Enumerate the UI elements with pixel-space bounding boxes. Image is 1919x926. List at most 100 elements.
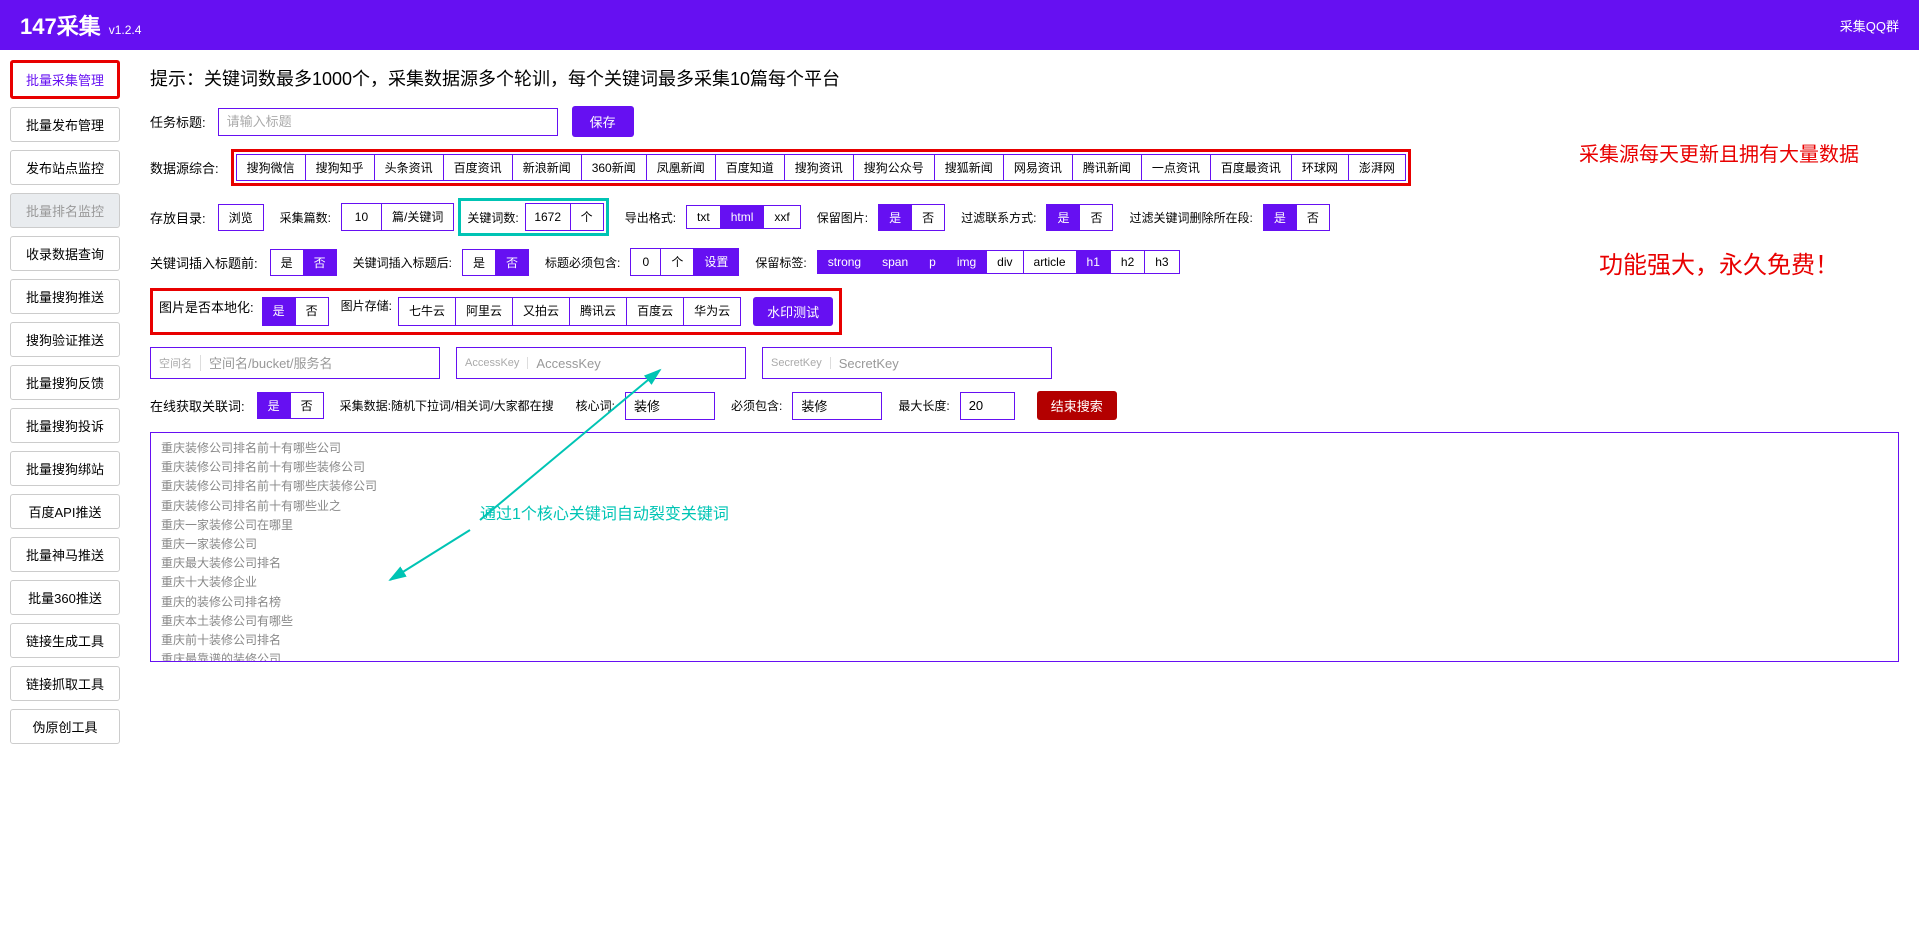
filtercontact-yes[interactable]: 是 xyxy=(1047,205,1080,230)
keepimg-label: 保留图片: xyxy=(817,209,868,226)
sources-item[interactable]: 一点资讯 xyxy=(1142,155,1211,180)
task-title-label: 任务标题: xyxy=(150,112,206,131)
sidebar-item[interactable]: 收录数据查询 xyxy=(10,236,120,271)
kwcount-label: 关键词数: xyxy=(467,209,518,226)
onlinekw-yes[interactable]: 是 xyxy=(258,393,291,418)
sidebar-item[interactable]: 搜狗验证推送 xyxy=(10,322,120,357)
onlinekw-no[interactable]: 否 xyxy=(291,393,323,418)
maxlen-label: 最大长度: xyxy=(898,397,949,414)
imgstore-label: 图片存储: xyxy=(341,297,392,326)
sidebar-item[interactable]: 批量发布管理 xyxy=(10,107,120,142)
filtercontact-no[interactable]: 否 xyxy=(1080,205,1112,230)
annotation-feature: 功能强大，永久免费！ xyxy=(1599,245,1839,280)
tags-item[interactable]: strong xyxy=(818,251,872,273)
sources-item[interactable]: 凤凰新闻 xyxy=(647,155,716,180)
browse-button[interactable]: 浏览 xyxy=(219,205,263,230)
sources-item[interactable]: 网易资讯 xyxy=(1004,155,1073,180)
stores-item[interactable]: 阿里云 xyxy=(456,298,513,325)
insertbefore-yes[interactable]: 是 xyxy=(271,250,304,275)
endsearch-button[interactable]: 结束搜索 xyxy=(1037,391,1117,420)
save-button[interactable]: 保存 xyxy=(572,106,634,137)
stores-item[interactable]: 又拍云 xyxy=(513,298,570,325)
space-prefix: 空间名 xyxy=(151,355,201,371)
fmts-item[interactable]: xxf xyxy=(764,206,799,228)
keywords-textarea[interactable] xyxy=(150,432,1899,662)
sidebar-item[interactable]: 批量采集管理 xyxy=(10,60,120,99)
stores-item[interactable]: 华为云 xyxy=(684,298,740,325)
format-group: txthtmlxxf xyxy=(686,205,801,229)
articles-input[interactable] xyxy=(342,204,382,230)
fmts-item[interactable]: txt xyxy=(687,206,721,228)
tags-item[interactable]: p xyxy=(919,251,947,273)
keepimg-yes[interactable]: 是 xyxy=(879,205,912,230)
sidebar-item[interactable]: 批量搜狗投诉 xyxy=(10,408,120,443)
fmts-item[interactable]: html xyxy=(721,206,765,228)
sources-group: 搜狗微信搜狗知乎头条资讯百度资讯新浪新闻360新闻凤凰新闻百度知道搜狗资讯搜狗公… xyxy=(236,154,1406,181)
corekw-label: 核心词: xyxy=(576,397,615,414)
tags-item[interactable]: h1 xyxy=(1077,251,1111,273)
sources-item[interactable]: 百度知道 xyxy=(716,155,785,180)
sources-item[interactable]: 搜狗资讯 xyxy=(785,155,854,180)
tags-item[interactable]: span xyxy=(872,251,919,273)
stores-group: 七牛云阿里云又拍云腾讯云百度云华为云 xyxy=(398,297,741,326)
mustinc-input[interactable] xyxy=(792,392,882,420)
tags-item[interactable]: h2 xyxy=(1111,251,1145,273)
stores-item[interactable]: 百度云 xyxy=(627,298,684,325)
keepimg-no[interactable]: 否 xyxy=(912,205,944,230)
sidebar-item[interactable]: 伪原创工具 xyxy=(10,709,120,744)
corekw-input[interactable] xyxy=(625,392,715,420)
space-input[interactable] xyxy=(201,348,439,378)
articles-unit: 篇/关键词 xyxy=(382,204,453,230)
sources-item[interactable]: 腾讯新闻 xyxy=(1073,155,1142,180)
sources-item[interactable]: 环球网 xyxy=(1292,155,1349,180)
watermark-button[interactable]: 水印测试 xyxy=(753,297,833,326)
sk-input[interactable] xyxy=(831,348,1051,378)
mustcontain-input[interactable] xyxy=(631,249,661,275)
sources-item[interactable]: 搜狗知乎 xyxy=(306,155,375,180)
task-title-input[interactable] xyxy=(218,108,558,136)
maxlen-input[interactable] xyxy=(960,392,1015,420)
sidebar-item[interactable]: 批量360推送 xyxy=(10,580,120,615)
filterkwdel-no[interactable]: 否 xyxy=(1297,205,1329,230)
sidebar-item[interactable]: 批量排名监控 xyxy=(10,193,120,228)
sidebar-item[interactable]: 链接抓取工具 xyxy=(10,666,120,701)
tags-item[interactable]: article xyxy=(1024,251,1077,273)
insertafter-yes[interactable]: 是 xyxy=(463,250,496,275)
localimg-yes[interactable]: 是 xyxy=(263,298,296,325)
insertafter-no[interactable]: 否 xyxy=(496,250,528,275)
tags-item[interactable]: div xyxy=(987,251,1023,273)
stores-item[interactable]: 七牛云 xyxy=(399,298,456,325)
sidebar-item[interactable]: 链接生成工具 xyxy=(10,623,120,658)
localimg-no[interactable]: 否 xyxy=(296,298,328,325)
sources-item[interactable]: 搜狐新闻 xyxy=(935,155,1004,180)
sidebar-item[interactable]: 批量搜狗绑站 xyxy=(10,451,120,486)
sidebar-item[interactable]: 发布站点监控 xyxy=(10,150,120,185)
stores-item[interactable]: 腾讯云 xyxy=(570,298,627,325)
sources-item[interactable]: 360新闻 xyxy=(582,155,647,180)
sources-item[interactable]: 搜狗公众号 xyxy=(854,155,935,180)
sidebar-item[interactable]: 百度API推送 xyxy=(10,494,120,529)
kwcount-input[interactable] xyxy=(526,204,571,230)
localimg-label: 图片是否本地化: xyxy=(159,297,254,326)
qq-group-link[interactable]: 采集QQ群 xyxy=(1840,16,1899,35)
mustcontain-setting[interactable]: 设置 xyxy=(694,249,738,275)
filterkwdel-yes[interactable]: 是 xyxy=(1264,205,1297,230)
tags-group: strongspanpimgdivarticleh1h2h3 xyxy=(817,250,1180,274)
sources-item[interactable]: 新浪新闻 xyxy=(513,155,582,180)
articles-label: 采集篇数: xyxy=(280,209,331,226)
sidebar-item[interactable]: 批量神马推送 xyxy=(10,537,120,572)
sources-item[interactable]: 百度最资讯 xyxy=(1211,155,1292,180)
keeptag-label: 保留标签: xyxy=(755,254,806,271)
sidebar-item[interactable]: 批量搜狗反馈 xyxy=(10,365,120,400)
ak-input[interactable] xyxy=(528,348,745,378)
insertbefore-no[interactable]: 否 xyxy=(304,250,336,275)
savedir-label: 存放目录: xyxy=(150,208,206,227)
sources-item[interactable]: 头条资讯 xyxy=(375,155,444,180)
sidebar-item[interactable]: 批量搜狗推送 xyxy=(10,279,120,314)
tags-item[interactable]: img xyxy=(947,251,987,273)
sources-item[interactable]: 百度资讯 xyxy=(444,155,513,180)
datadesc-label: 采集数据:随机下拉词/相关词/大家都在搜 xyxy=(340,397,554,414)
tags-item[interactable]: h3 xyxy=(1145,251,1178,273)
sources-item[interactable]: 澎湃网 xyxy=(1349,155,1405,180)
sources-item[interactable]: 搜狗微信 xyxy=(237,155,306,180)
